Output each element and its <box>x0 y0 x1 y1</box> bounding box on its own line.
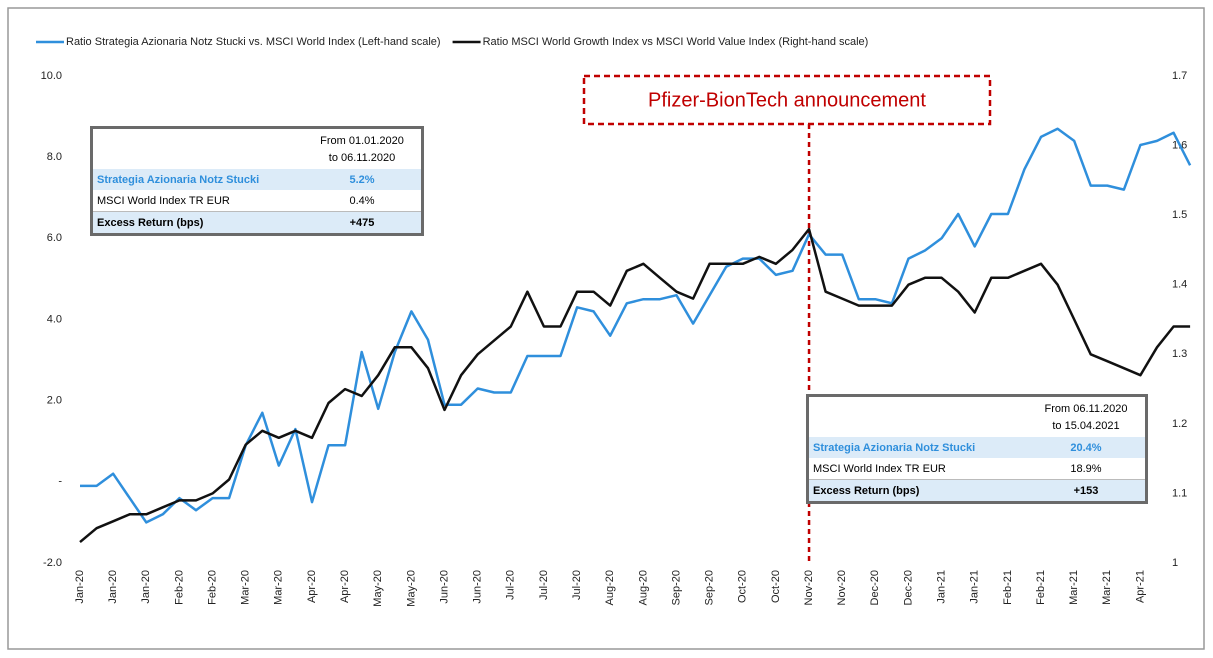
stats-table: From 06.11.2020 to 15.04.2021 Strategia Az… <box>806 394 1148 504</box>
x-tick-label: Sep-20 <box>670 570 682 605</box>
y2-tick-label: 1.4 <box>1172 279 1187 291</box>
x-tick-label: Feb-21 <box>1002 570 1014 605</box>
annotation: Pfizer-BionTech announcement <box>648 89 926 111</box>
label-cell: MSCI World Index TR EUR <box>813 462 946 475</box>
x-tick-label: Apr-20 <box>339 570 351 603</box>
y2-tick-label: 1.7 <box>1172 70 1187 82</box>
x-tick-label: Apr-21 <box>1134 570 1146 603</box>
y-tick-label: 4.0 <box>47 313 62 325</box>
x-tick-label: Jun-20 <box>438 570 450 604</box>
x-tick-label: Jan-21 <box>936 570 948 604</box>
x-tick-label: Jan-20 <box>140 570 152 604</box>
y2-tick-label: 1 <box>1172 557 1178 569</box>
x-tick-label: Jan-21 <box>969 570 981 604</box>
label-cell: Excess Return (bps) <box>809 479 1027 501</box>
table-row: Excess Return (bps) +475 <box>93 211 421 233</box>
legend-label: Ratio Strategia Azionaria Notz Stucki vs… <box>66 36 441 48</box>
label-cell: Strategia Azionaria Notz Stucki <box>809 437 1027 458</box>
x-tick-label: Feb-20 <box>206 570 218 605</box>
x-tick-label: Sep-20 <box>704 570 716 605</box>
header-line: From 06.11.2020 <box>1044 403 1128 415</box>
y-tick-label: 6.0 <box>47 232 62 244</box>
x-tick-label: Oct-20 <box>737 570 749 603</box>
y2-tick-label: 1.1 <box>1172 487 1187 499</box>
value-cell: 0.4% <box>349 194 375 207</box>
label-cell: Strategia Azionaria Notz Stucki <box>93 169 303 190</box>
series-line <box>80 127 1192 524</box>
value-cell: +153 <box>1027 479 1145 501</box>
table-row: Excess Return (bps) +153 <box>809 479 1145 501</box>
x-tick-label: Jul-20 <box>538 570 550 600</box>
x-tick-label: Mar-20 <box>240 570 252 605</box>
x-tick-label: Jan-20 <box>74 570 86 604</box>
x-tick-label: Dec-20 <box>869 570 881 605</box>
value-cell: +475 <box>303 211 421 233</box>
x-tick-label: Mar-21 <box>1068 570 1080 605</box>
label-cell: MSCI World Index TR EUR <box>97 194 230 207</box>
label-cell: Excess Return (bps) <box>93 211 303 233</box>
header-cell: From 06.11.2020 to 15.04.2021 <box>1027 397 1145 437</box>
x-tick-label: Oct-20 <box>770 570 782 603</box>
x-tick-label: Jan-20 <box>107 570 119 604</box>
y2-tick-label: 1.5 <box>1172 209 1187 221</box>
x-tick-label: May-20 <box>372 570 384 607</box>
y-tick-label: - <box>58 476 62 488</box>
value-cell: 20.4% <box>1027 437 1145 458</box>
x-tick-label: Mar-20 <box>273 570 285 605</box>
table-row: Strategia Azionaria Notz Stucki 20.4% <box>809 437 1145 458</box>
table: From 01.01.2020 to 06.11.2020 Strategia Az… <box>93 129 421 233</box>
y-tick-label: 2.0 <box>47 395 62 407</box>
legend-label: Ratio MSCI World Growth Index vs MSCI Wo… <box>483 36 869 48</box>
table-row: MSCI World Index TR EUR 18.9% <box>809 458 1145 480</box>
x-tick-label: Jul-20 <box>571 570 583 600</box>
y-tick-label: 10.0 <box>41 70 62 82</box>
x-tick-label: May-20 <box>405 570 417 607</box>
frame <box>7 7 1205 650</box>
x-tick-label: Aug-20 <box>637 570 649 605</box>
blank <box>93 129 303 169</box>
x-tick-label: Nov-20 <box>836 570 848 605</box>
blank <box>809 397 1027 437</box>
x-tick-label: Nov-20 <box>803 570 815 605</box>
stats-table: From 01.01.2020 to 06.11.2020 Strategia Az… <box>90 126 424 236</box>
x-tick-label: Feb-20 <box>173 570 185 605</box>
header-cell: From 01.01.2020 to 06.11.2020 <box>303 129 421 169</box>
header-row: From 01.01.2020 to 06.11.2020 <box>93 129 421 169</box>
value-cell: 5.2% <box>303 169 421 190</box>
x-tick-label: Dec-20 <box>902 570 914 605</box>
annotation-box <box>582 74 992 126</box>
y2-tick-label: 1.2 <box>1172 418 1187 430</box>
value-cell: 18.9% <box>1070 462 1102 475</box>
y-tick-label: 8.0 <box>47 151 62 163</box>
table: From 06.11.2020 to 15.04.2021 Strategia Az… <box>809 397 1145 501</box>
header-line: to 06.11.2020 <box>328 152 396 164</box>
header-row: From 06.11.2020 to 15.04.2021 <box>809 397 1145 437</box>
x-tick-label: Mar-21 <box>1101 570 1113 605</box>
x-tick-label: Feb-21 <box>1035 570 1047 605</box>
x-tick-label: Jun-20 <box>472 570 484 604</box>
y-tick-label: -2.0 <box>43 557 62 569</box>
series-line <box>79 227 1191 544</box>
x-tick-label: Aug-20 <box>604 570 616 605</box>
x-tick-label: Apr-20 <box>306 570 318 603</box>
table-row: Strategia Azionaria Notz Stucki 5.2% <box>93 169 421 190</box>
header-line: From 01.01.2020 <box>320 135 404 147</box>
table-row: MSCI World Index TR EUR 0.4% <box>93 190 421 212</box>
y2-tick-label: 1.3 <box>1172 348 1187 360</box>
header-line: to 15.04.2021 <box>1052 420 1120 432</box>
x-tick-label: Jul-20 <box>505 570 517 600</box>
